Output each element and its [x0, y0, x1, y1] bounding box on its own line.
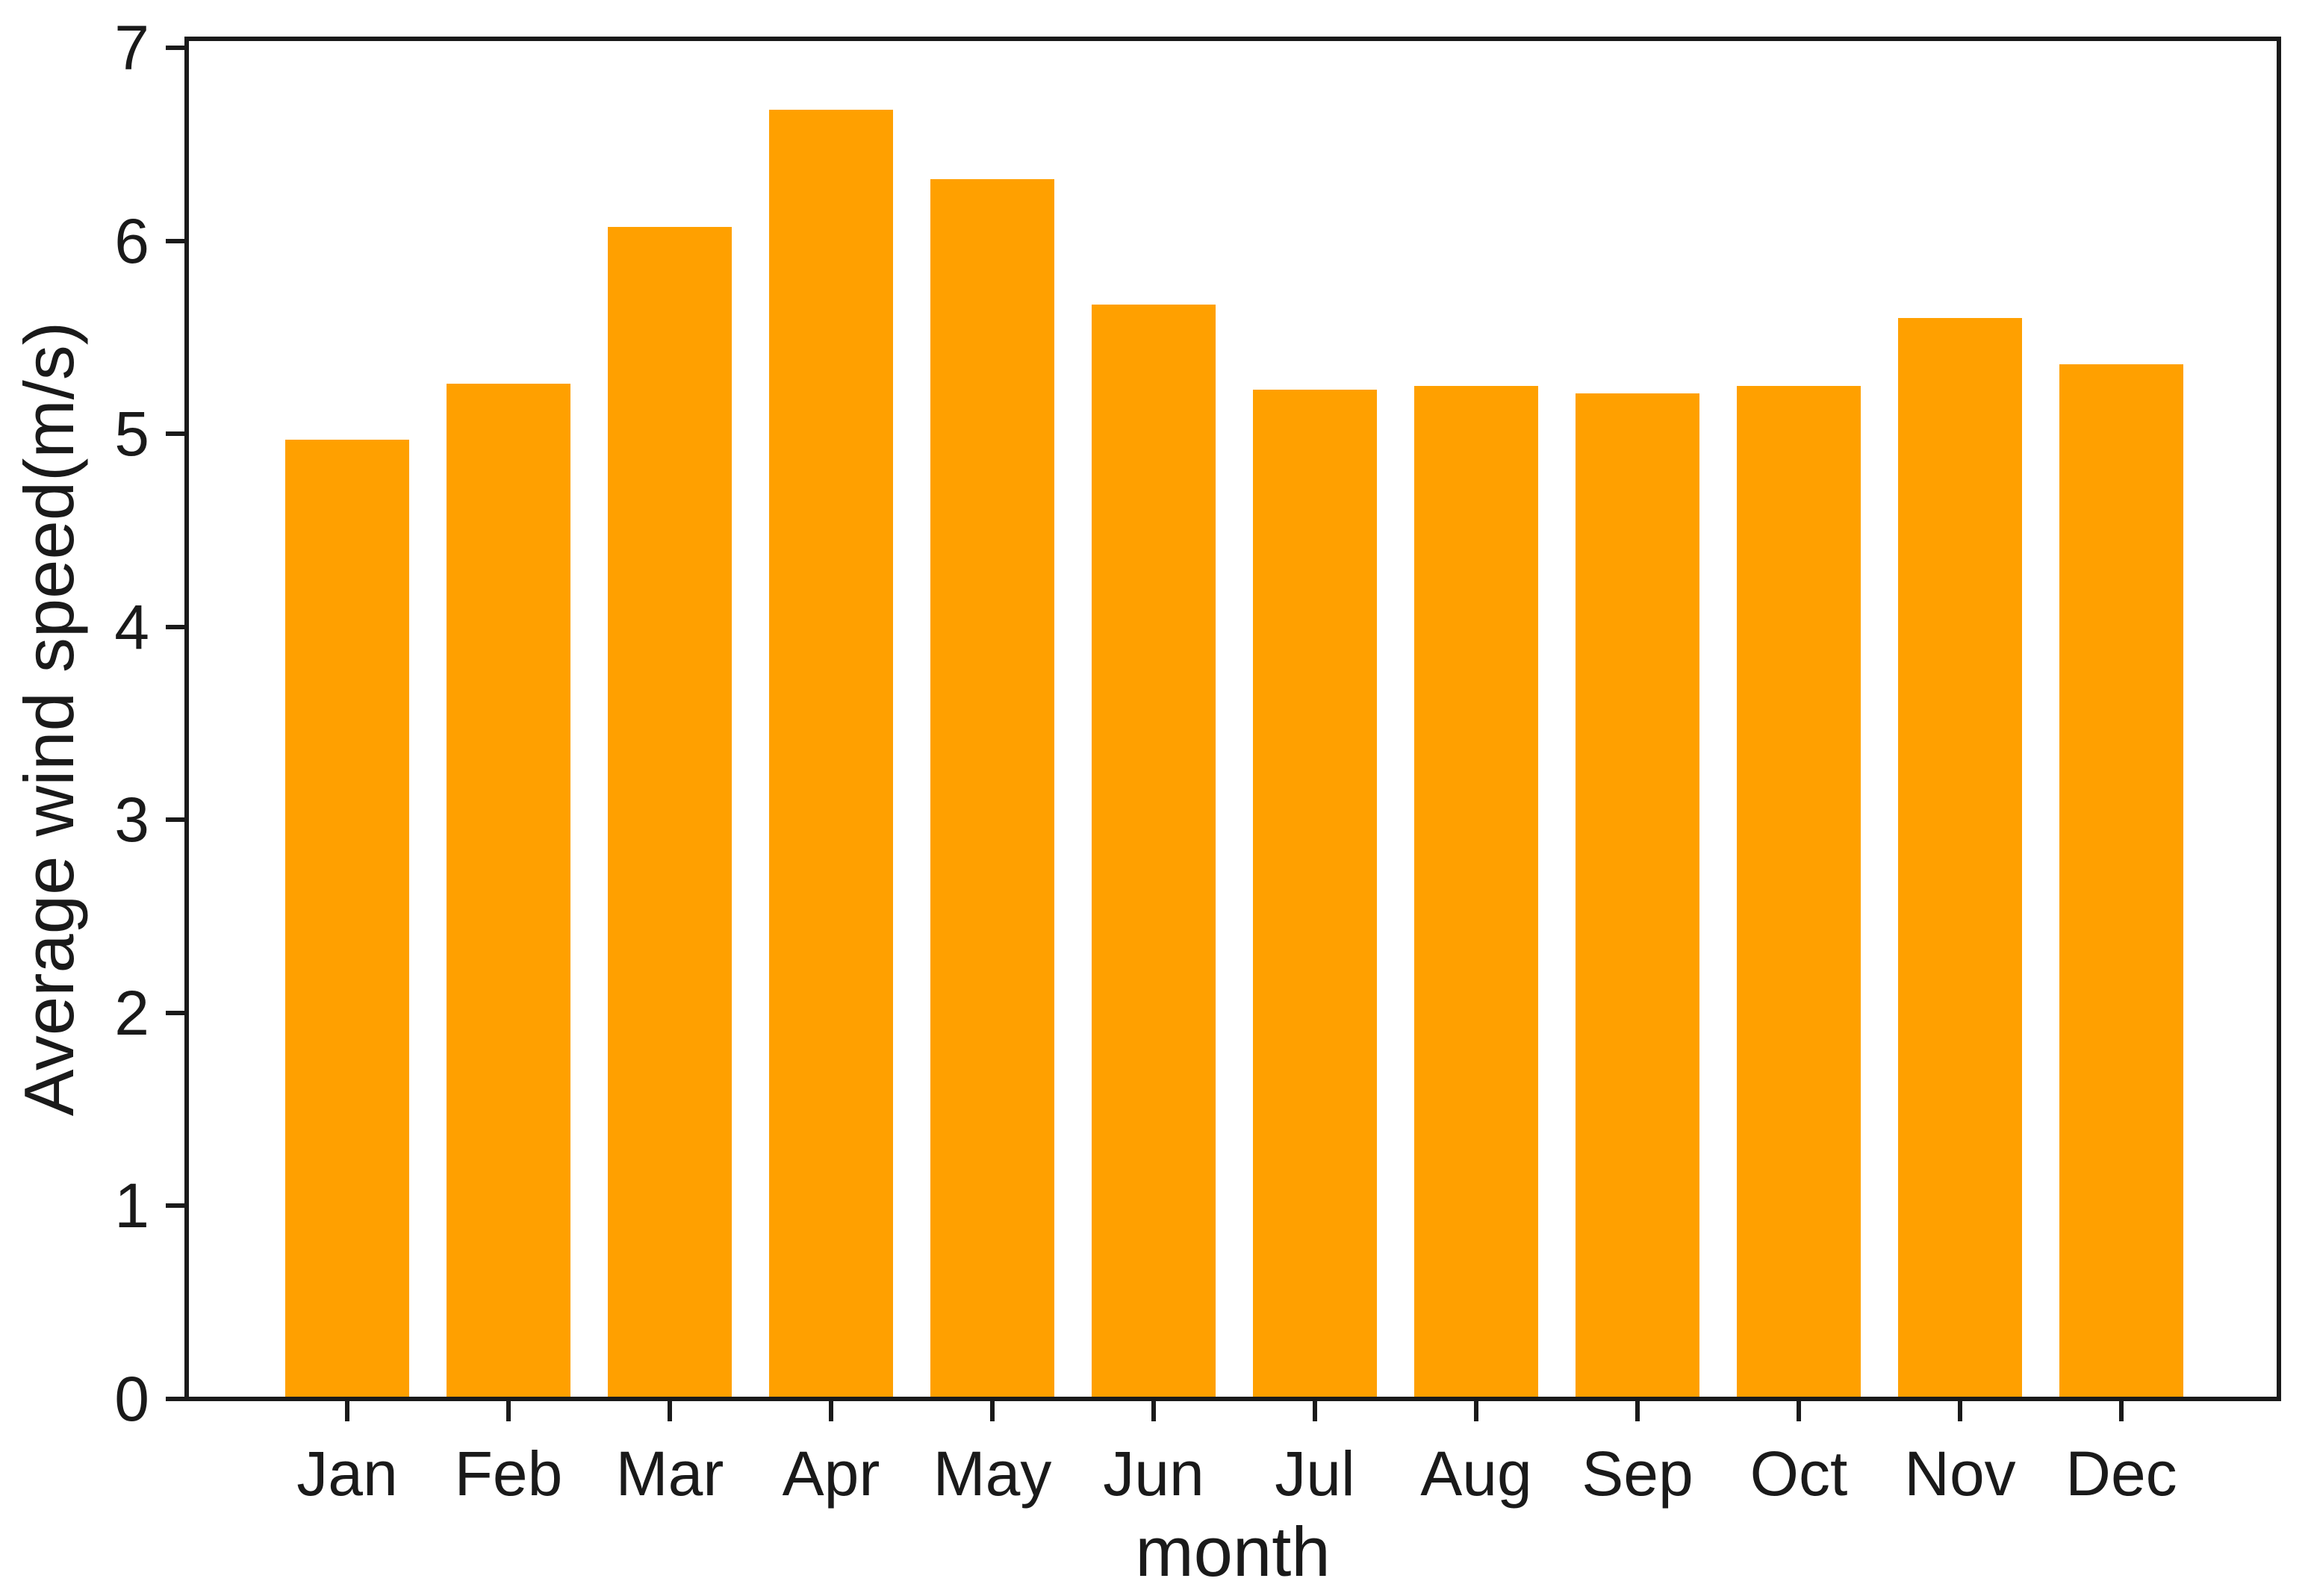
bar-jul: [1253, 390, 1377, 1399]
y-axis-title: Average wind speed(m/s): [10, 321, 88, 1117]
bar-dec: [2059, 364, 2183, 1399]
bar-nov: [1898, 318, 2022, 1399]
bar-feb: [447, 384, 570, 1399]
x-tick-label-jun: Jun: [1103, 1438, 1204, 1509]
x-tick-jun: [1151, 1399, 1156, 1421]
y-tick-4: [166, 625, 187, 629]
x-axis-title: month: [1135, 1512, 1331, 1591]
bar-apr: [769, 110, 893, 1399]
x-tick-label-mar: Mar: [615, 1438, 724, 1509]
y-tick-label-0: 0: [114, 1364, 149, 1434]
y-tick-1: [166, 1203, 187, 1208]
y-tick-label-6: 6: [114, 206, 149, 276]
x-tick-aug: [1474, 1399, 1478, 1421]
x-tick-jan: [345, 1399, 349, 1421]
bar-oct: [1737, 386, 1861, 1399]
x-tick-label-apr: Apr: [782, 1438, 880, 1509]
y-tick-2: [166, 1011, 187, 1015]
x-tick-label-nov: Nov: [1904, 1438, 2016, 1509]
x-tick-oct: [1797, 1399, 1801, 1421]
bar-sep: [1576, 393, 1699, 1399]
y-tick-label-7: 7: [114, 13, 149, 83]
x-tick-label-oct: Oct: [1749, 1438, 1848, 1509]
x-tick-mar: [668, 1399, 672, 1421]
y-tick-7: [166, 46, 187, 50]
y-tick-label-5: 5: [114, 399, 149, 469]
x-tick-nov: [1958, 1399, 1962, 1421]
y-tick-6: [166, 239, 187, 243]
x-tick-dec: [2119, 1399, 2124, 1421]
x-tick-label-jul: Jul: [1275, 1438, 1355, 1509]
x-tick-label-feb: Feb: [454, 1438, 563, 1509]
y-tick-3: [166, 817, 187, 822]
x-tick-label-may: May: [933, 1438, 1052, 1509]
bar-jun: [1092, 305, 1216, 1399]
x-tick-may: [990, 1399, 995, 1421]
x-tick-apr: [829, 1399, 833, 1421]
bar-mar: [608, 227, 732, 1399]
y-tick-label-2: 2: [114, 978, 149, 1048]
x-tick-jul: [1313, 1399, 1317, 1421]
x-tick-feb: [506, 1399, 511, 1421]
x-tick-label-sep: Sep: [1581, 1438, 1693, 1509]
y-tick-0: [166, 1397, 187, 1401]
x-tick-label-aug: Aug: [1420, 1438, 1532, 1509]
bar-aug: [1414, 386, 1538, 1399]
x-tick-label-jan: Jan: [296, 1438, 398, 1509]
y-tick-label-1: 1: [114, 1170, 149, 1241]
bar-jan: [285, 440, 409, 1399]
y-tick-label-4: 4: [114, 592, 149, 662]
y-tick-label-3: 3: [114, 785, 149, 855]
x-tick-sep: [1635, 1399, 1640, 1421]
bar-may: [930, 179, 1054, 1399]
x-tick-label-dec: Dec: [2065, 1438, 2177, 1509]
y-tick-5: [166, 431, 187, 436]
